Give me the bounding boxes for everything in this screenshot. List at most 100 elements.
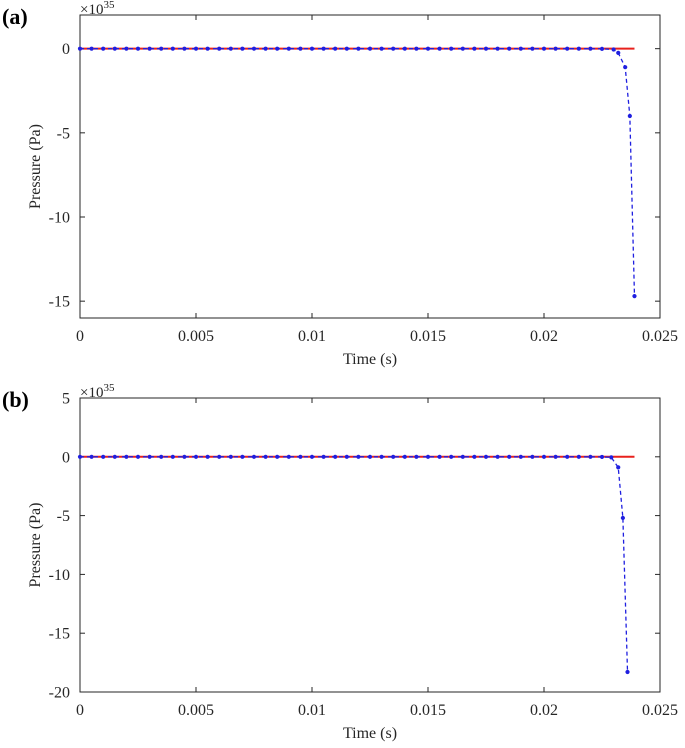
chart-panel-a: (a) 0 0.005 0.01 0.015 0.02 0.025 -15 -10 -5 0 ×103… xyxy=(2,0,678,368)
data-point xyxy=(483,46,489,51)
y-exponent-power: 35 xyxy=(103,0,115,11)
data-point xyxy=(472,46,477,51)
data-point xyxy=(623,65,628,70)
y-exponent-base: ×10 xyxy=(80,2,103,18)
y-exponent-base: ×10 xyxy=(80,385,103,401)
data-point xyxy=(356,454,361,459)
data-point xyxy=(309,454,315,459)
y-axis-label: Pressure (Pa) xyxy=(27,124,44,209)
y-tick-label: 0 xyxy=(62,449,70,466)
x-tick-label: 0 xyxy=(76,328,84,345)
data-point xyxy=(609,455,614,460)
x-tick-label: 0.015 xyxy=(410,328,446,345)
data-point xyxy=(263,46,268,51)
y-exponent-label: ×1035 xyxy=(80,0,115,18)
data-point xyxy=(625,669,630,675)
data-point xyxy=(333,454,338,459)
data-point xyxy=(483,454,489,459)
data-point xyxy=(367,46,373,51)
data-point xyxy=(217,454,222,459)
data-point xyxy=(588,454,593,459)
data-point xyxy=(530,454,535,459)
data-point xyxy=(309,46,315,51)
data-point xyxy=(495,46,500,51)
data-point xyxy=(437,454,442,459)
data-point xyxy=(205,46,210,51)
data-point xyxy=(124,454,129,459)
series-dashed-line xyxy=(80,48,636,297)
data-point xyxy=(495,454,500,459)
data-point xyxy=(627,113,632,119)
data-point xyxy=(460,454,465,459)
chart-panel-b: (b) 0 0.005 0.01 0.015 0.02 0.025 -20 -15 -10 -5 0 5… xyxy=(2,382,678,742)
data-point xyxy=(391,454,396,459)
data-point xyxy=(507,454,512,459)
y-tick-label: -20 xyxy=(49,685,70,702)
data-point xyxy=(620,515,625,521)
data-point xyxy=(616,50,621,55)
x-tick-label: 0.025 xyxy=(642,702,678,719)
data-point xyxy=(159,46,164,51)
data-point xyxy=(344,454,349,459)
data-point xyxy=(89,46,94,51)
data-point xyxy=(275,454,280,459)
data-point xyxy=(112,46,117,51)
data-point xyxy=(599,454,605,460)
data-point xyxy=(182,454,187,459)
data-point xyxy=(286,46,291,51)
data-point xyxy=(437,46,442,51)
data-point xyxy=(101,46,106,51)
data-point xyxy=(507,46,512,51)
data-point xyxy=(193,454,199,459)
data-point xyxy=(518,454,523,459)
series-dashed-line xyxy=(80,456,629,673)
data-point xyxy=(565,454,570,459)
data-point xyxy=(414,46,419,51)
data-point xyxy=(193,46,199,51)
panel-label: (a) xyxy=(2,4,28,29)
data-point xyxy=(565,46,570,51)
data-point xyxy=(298,454,303,459)
x-tick-label: 0.02 xyxy=(530,328,558,345)
data-point xyxy=(101,454,106,459)
data-point xyxy=(170,454,175,459)
data-point xyxy=(599,46,605,51)
x-tick-label: 0 xyxy=(76,702,84,719)
x-axis-label: Time (s) xyxy=(343,351,397,368)
data-point xyxy=(576,454,581,459)
data-point xyxy=(159,454,164,459)
y-tick-label: -10 xyxy=(49,210,70,227)
data-point xyxy=(449,454,454,459)
data-point xyxy=(576,46,581,51)
data-point xyxy=(251,454,257,459)
data-point xyxy=(205,454,210,459)
x-tick-label: 0.005 xyxy=(178,702,214,719)
data-point xyxy=(135,46,141,51)
data-point xyxy=(321,454,326,459)
x-tick-label: 0.02 xyxy=(530,702,558,719)
data-point xyxy=(228,46,233,51)
data-point xyxy=(356,46,361,51)
x-tick-label: 0.005 xyxy=(178,328,214,345)
data-point xyxy=(147,46,152,51)
data-point xyxy=(367,454,373,459)
data-point xyxy=(632,294,637,299)
x-tick-label: 0.01 xyxy=(298,328,326,345)
data-point xyxy=(449,46,454,51)
data-point xyxy=(240,454,245,459)
data-point xyxy=(402,454,407,459)
data-point xyxy=(89,454,94,459)
y-exponent-power: 35 xyxy=(103,382,115,394)
panel-label: (b) xyxy=(2,387,29,412)
data-point xyxy=(135,454,141,459)
y-tick-label: -5 xyxy=(57,508,70,525)
y-tick-label: -10 xyxy=(49,567,70,584)
data-point xyxy=(344,46,349,51)
data-point xyxy=(217,46,222,51)
data-point xyxy=(518,46,523,51)
data-point xyxy=(472,454,477,459)
data-point xyxy=(321,46,326,51)
data-point xyxy=(379,454,384,459)
y-tick-label: 0 xyxy=(62,41,70,58)
data-point xyxy=(298,46,303,51)
